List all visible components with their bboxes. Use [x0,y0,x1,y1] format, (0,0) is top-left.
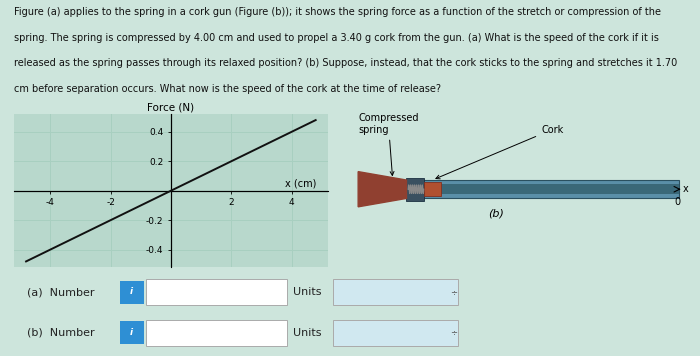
Text: Units: Units [293,287,321,297]
FancyBboxPatch shape [333,320,458,346]
FancyBboxPatch shape [146,320,287,346]
Text: Compressed
spring: Compressed spring [358,113,419,176]
Text: (b)  Number: (b) Number [27,328,95,338]
Polygon shape [358,172,407,207]
Bar [410,184,679,194]
Bar [410,180,679,198]
Text: Cork: Cork [436,125,564,179]
FancyBboxPatch shape [146,279,287,305]
Text: Units: Units [293,328,321,338]
Text: ÷: ÷ [450,328,457,337]
FancyBboxPatch shape [333,279,458,305]
Text: (b): (b) [489,209,504,219]
Text: 0: 0 [674,197,680,207]
Text: (a)  Number: (a) Number [27,287,95,297]
Bar [407,178,424,201]
Text: cm before separation occurs. What now is the speed of the cork at the time of re: cm before separation occurs. What now is… [14,84,441,94]
Text: ÷: ÷ [450,288,457,297]
FancyBboxPatch shape [120,321,144,344]
Text: x (cm): x (cm) [286,179,316,189]
FancyBboxPatch shape [120,281,144,304]
Text: i: i [130,328,133,336]
Text: released as the spring passes through its relaxed position? (b) Suppose, instead: released as the spring passes through it… [14,58,678,68]
Text: Figure (a) applies to the spring in a cork gun (Figure (b)); it shows the spring: Figure (a) applies to the spring in a co… [14,7,661,17]
Bar [424,182,441,196]
Text: (a): (a) [163,286,179,296]
Text: spring. The spring is compressed by 4.00 cm and used to propel a 3.40 g cork fro: spring. The spring is compressed by 4.00… [14,33,659,43]
Text: x: x [682,184,688,194]
Text: i: i [130,287,133,296]
Title: Force (N): Force (N) [147,102,195,112]
